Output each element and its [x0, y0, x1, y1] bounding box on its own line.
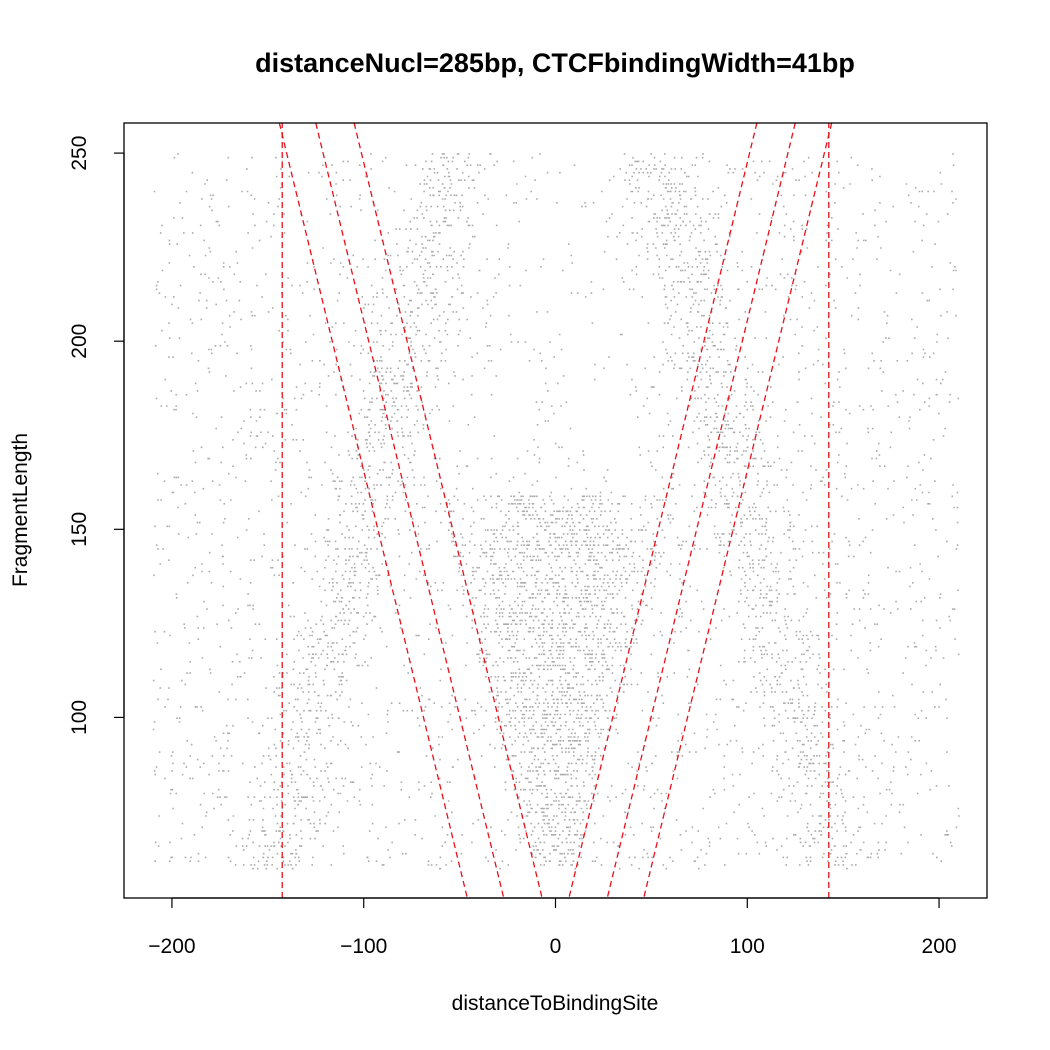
left-diag-outer-line [278, 123, 468, 898]
right-diag-middle-line [606, 123, 796, 898]
y-axis: 100 150 200 250 [68, 136, 125, 735]
right-diag-outer-line [643, 123, 833, 898]
reference-lines [278, 123, 833, 898]
left-diag-inner-line [353, 123, 543, 898]
y-tick-label: 200 [68, 324, 91, 359]
x-axis-label: distanceToBindingSite [452, 992, 659, 1015]
right-diag-inner-line [568, 123, 758, 898]
plot-frame [123, 122, 988, 899]
x-axis: −200 −100 0 100 200 [148, 897, 957, 958]
x-tick-label: 100 [730, 935, 765, 958]
y-tick-label: 250 [68, 136, 91, 171]
y-tick-label: 100 [68, 700, 91, 735]
chart-title: distanceNucl=285bp, CTCFbindingWidth=41b… [255, 48, 855, 78]
x-tick-label: −100 [340, 935, 387, 958]
data-points [152, 153, 960, 870]
left-diag-middle-line [315, 123, 505, 898]
y-tick-label: 150 [68, 512, 91, 547]
scatter-points [152, 153, 960, 870]
x-tick-label: 200 [922, 935, 957, 958]
x-tick-label: −200 [148, 935, 195, 958]
y-axis-label: FragmentLength [9, 433, 32, 587]
x-tick-label: 0 [550, 935, 562, 958]
